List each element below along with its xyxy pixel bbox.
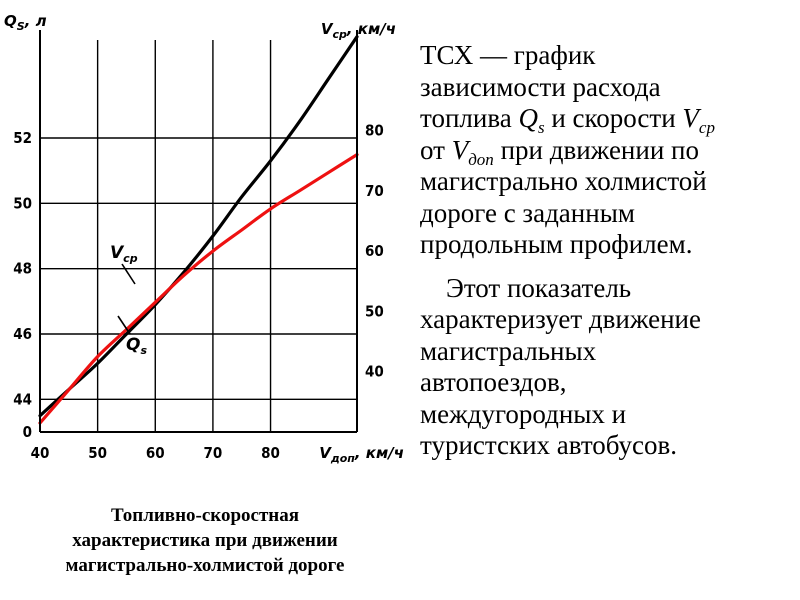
caption-line: магистрально-холмистой дороге	[65, 555, 345, 576]
desc-text: при движении по	[493, 134, 699, 165]
series-line-Qs	[38, 35, 359, 418]
x-tick-label: 80	[261, 444, 280, 462]
chart-caption: Топливно-скоростная характеристика при д…	[0, 503, 410, 578]
desc-line: магистральных	[420, 335, 597, 366]
y-right-axis-title-subscript: ср	[332, 28, 347, 41]
desc-line: ТСХ — график	[420, 40, 596, 70]
y-right-tick-label: 50	[365, 302, 384, 320]
x-tick-label: 70	[204, 444, 223, 462]
y-left-axis-title-symbol: Q	[4, 12, 17, 30]
y-left-tick-label: 52	[13, 129, 32, 147]
desc-line: характеризует движение	[420, 304, 701, 334]
x-tick-label: 50	[88, 444, 107, 462]
caption-line: характеристика при движении	[72, 530, 338, 551]
desc-text: от	[420, 134, 452, 165]
y-left-axis-title: QS, л	[4, 12, 47, 33]
x-axis-title-symbol: V	[319, 444, 332, 462]
desc-line: топлива Qs и скорости Vср	[420, 103, 798, 137]
desc-line: продольным профилем.	[420, 229, 693, 259]
series-label-vcp-leader	[121, 263, 136, 285]
desc-line: дороге с заданным	[420, 197, 635, 228]
v-symbol: V	[451, 134, 469, 165]
series-label-vcp: Vср	[110, 243, 138, 265]
x-axis-title-subscript: доп	[330, 452, 355, 465]
series-label-vcp-subscript: ср	[123, 252, 138, 265]
x-axis-title-unit: , км/ч	[354, 444, 404, 462]
caption-line: Топливно-скоростная	[110, 505, 300, 526]
q-symbol: Q	[518, 103, 538, 133]
series-label-qs-leader	[117, 315, 131, 335]
series-line-Vcp	[38, 153, 359, 425]
desc-line: магистрально холмистой	[420, 166, 707, 196]
desc-line: туристских автобусов.	[420, 430, 678, 460]
series-label-vcp-symbol: V	[110, 243, 125, 263]
desc-line: зависимости расхода	[420, 71, 661, 102]
y-right-tick-label: 40	[365, 363, 384, 381]
x-tick-label: 40	[31, 444, 50, 462]
desc-line: междугородных и	[420, 398, 627, 429]
y-left-tick-label: 46	[13, 325, 32, 343]
y-right-tick-label: 70	[365, 182, 384, 200]
desc-text: и скорости	[544, 103, 683, 133]
y-right-tick-label: 80	[365, 121, 384, 139]
y-left-tick-label: 50	[13, 194, 32, 212]
series-label-qs-subscript: s	[140, 344, 147, 357]
y-left-tick-label: 48	[13, 260, 32, 278]
description-text: ТСХ — график зависимости расхода топлива…	[420, 40, 798, 462]
y-left-axis-title-unit: , л	[24, 12, 47, 30]
v-subscript: ср	[698, 118, 715, 137]
y-right-axis-title: Vср, км/ч	[321, 20, 396, 41]
desc-line: автопоездов,	[420, 367, 567, 397]
y-left-axis-title-subscript: S	[17, 20, 25, 33]
x-axis-title: Vдоп, км/ч	[319, 444, 404, 465]
y-left-tick-label: 44	[13, 390, 32, 408]
y-right-axis-title-symbol: V	[321, 20, 334, 38]
desc-text: топлива	[420, 103, 519, 133]
y-right-axis-title-unit: , км/ч	[346, 20, 396, 38]
series-label-qs: Qs	[126, 335, 147, 357]
series-layer	[38, 35, 359, 425]
y-left-zero-label: 0	[23, 423, 32, 441]
y-right-tick-label: 60	[365, 242, 384, 260]
v-symbol: V	[682, 103, 699, 133]
q-subscript: s	[537, 118, 545, 137]
desc-line: от Vдоп при движении по	[420, 134, 798, 169]
axes	[39, 30, 358, 433]
v-subscript: доп	[468, 149, 494, 169]
series-label-qs-symbol: Q	[126, 335, 140, 355]
desc-line: Этот показатель	[446, 272, 632, 303]
x-tick-label: 60	[146, 444, 165, 462]
